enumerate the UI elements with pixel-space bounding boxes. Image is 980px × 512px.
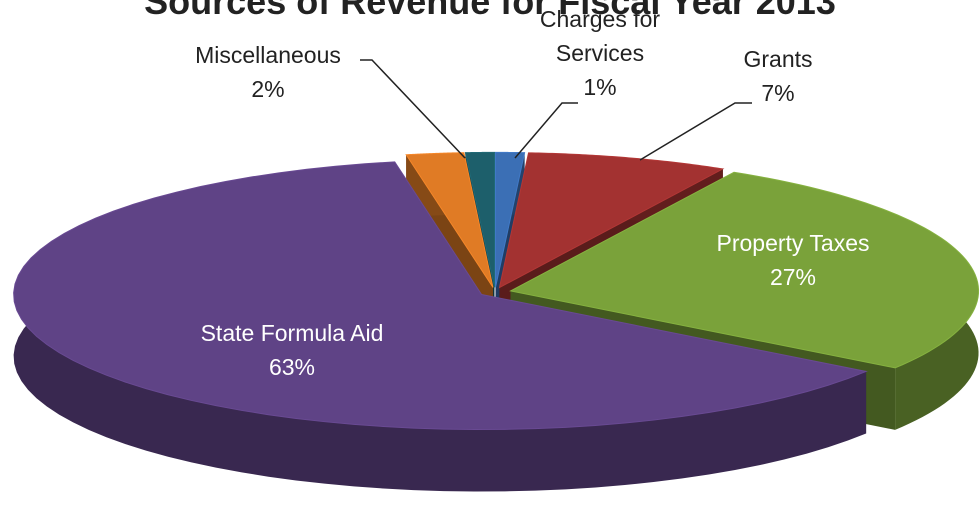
value-label: 7%: [761, 80, 795, 106]
slice-top: [405, 152, 494, 288]
value-label: 27%: [769, 264, 817, 290]
data-label: State Formula Aid 63%: [162, 316, 422, 384]
slice-wall: [13, 161, 867, 492]
data-label: Property Taxes 27%: [683, 226, 903, 294]
slice: [13, 161, 868, 492]
category-label: State Formula Aid: [200, 320, 384, 346]
slice-top: [509, 171, 980, 369]
value-label: 2%: [251, 76, 285, 102]
leader-line: [514, 102, 578, 159]
category-label: Grants: [743, 46, 813, 72]
slice-top: [464, 151, 496, 288]
slice-top: [498, 152, 725, 289]
data-label: Miscellaneous 2%: [168, 38, 368, 106]
category-label: Miscellaneous: [195, 42, 341, 68]
leader-line: [639, 102, 752, 161]
value-label: 63%: [268, 354, 316, 380]
category-label: Charges for Services: [539, 6, 661, 66]
chart-title: Sources of Revenue for Fiscal Year 2013: [144, 0, 836, 22]
slices: [13, 151, 980, 492]
value-label: 1%: [583, 74, 617, 100]
leader-line: [360, 59, 466, 159]
data-label: Grants 7%: [698, 42, 858, 110]
category-label: Property Taxes: [716, 230, 870, 256]
slice-top: [13, 161, 868, 430]
data-label: Charges for Services 1%: [535, 2, 665, 104]
